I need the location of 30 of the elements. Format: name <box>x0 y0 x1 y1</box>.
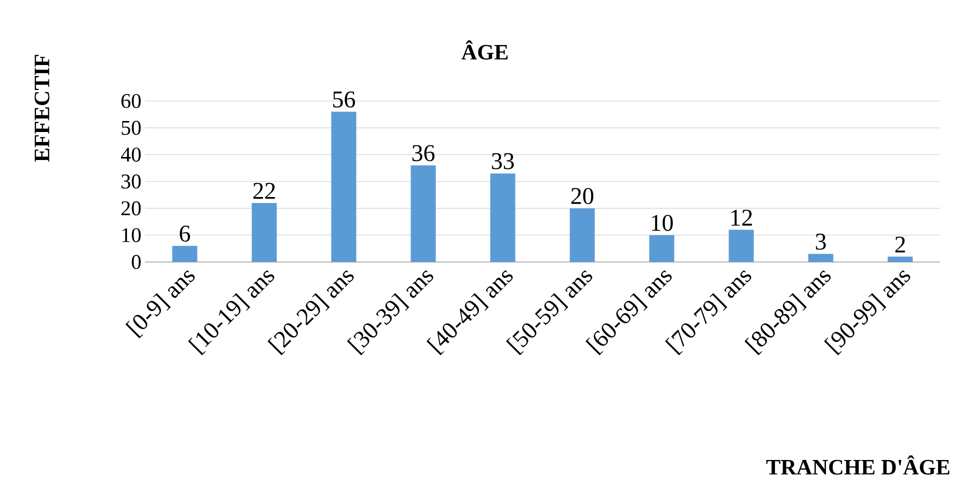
y-tick-label: 10 <box>122 228 141 242</box>
bar <box>888 256 913 262</box>
data-label: 12 <box>731 210 752 226</box>
bar <box>490 173 516 262</box>
bar <box>649 235 674 262</box>
data-label: 36 <box>412 145 434 162</box>
data-label: 22 <box>253 182 275 199</box>
y-tick-label: 0 <box>132 254 141 270</box>
y-axis-title: EFFECTIF <box>34 54 50 162</box>
bar <box>410 165 436 262</box>
y-tick-label: 40 <box>120 148 141 162</box>
text: TRANCHE D'ÂGE <box>766 455 950 475</box>
data-label: 20 <box>571 188 594 204</box>
data-label: 33 <box>492 153 514 170</box>
bar <box>252 202 277 262</box>
data-label: 2 <box>895 236 905 252</box>
y-tick-label: 50 <box>122 120 141 135</box>
bar <box>808 254 834 262</box>
bar <box>570 208 595 262</box>
bar <box>331 112 356 262</box>
data-label: 56 <box>333 91 355 108</box>
chart-title: ÂGE <box>461 40 508 60</box>
bar <box>728 230 754 262</box>
y-tick-label: 60 <box>121 94 141 108</box>
bar <box>172 246 198 262</box>
data-label: 6 <box>180 226 190 242</box>
y-tick-label: 20 <box>121 201 141 216</box>
y-tick-label: 30 <box>122 174 141 189</box>
data-label: 3 <box>816 234 826 250</box>
data-label: 10 <box>652 214 673 231</box>
